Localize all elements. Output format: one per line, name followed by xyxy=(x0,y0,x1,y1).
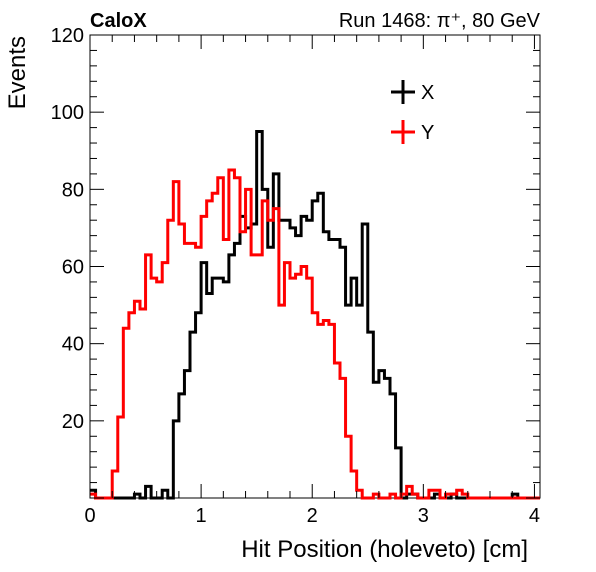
x-axis-label: Hit Position (holeveto) [cm] xyxy=(241,536,528,563)
chart-title-left: CaloX xyxy=(90,10,147,32)
x-tick-label: 0 xyxy=(84,505,95,527)
y-tick-label: 60 xyxy=(62,257,84,279)
plot-area: 0 1 2 3 4 20 40 60 80 100 120 xyxy=(51,25,541,527)
x-tick-label: 2 xyxy=(307,505,318,527)
x-tick-label: 1 xyxy=(196,505,207,527)
legend: XY xyxy=(391,80,434,144)
series-x-line xyxy=(90,129,540,500)
legend-label: X xyxy=(421,82,434,104)
y-tick-label: 120 xyxy=(51,25,84,47)
y-axis-label: Events xyxy=(4,36,31,109)
x-tick-label: 3 xyxy=(418,505,429,527)
legend-entry-y: Y xyxy=(391,120,434,144)
chart-title-right: Run 1468: π⁺, 80 GeV xyxy=(339,10,541,32)
y-tick-label: 80 xyxy=(62,179,84,201)
y-tick-label: 40 xyxy=(62,334,84,356)
legend-entry-x: X xyxy=(391,80,434,104)
y-tick-label: 100 xyxy=(51,102,84,124)
legend-label: Y xyxy=(421,122,434,144)
x-tick-label: 4 xyxy=(529,505,540,527)
plot-frame xyxy=(89,34,541,499)
series-y-line xyxy=(90,168,540,500)
y-tick-label: 20 xyxy=(62,411,84,433)
